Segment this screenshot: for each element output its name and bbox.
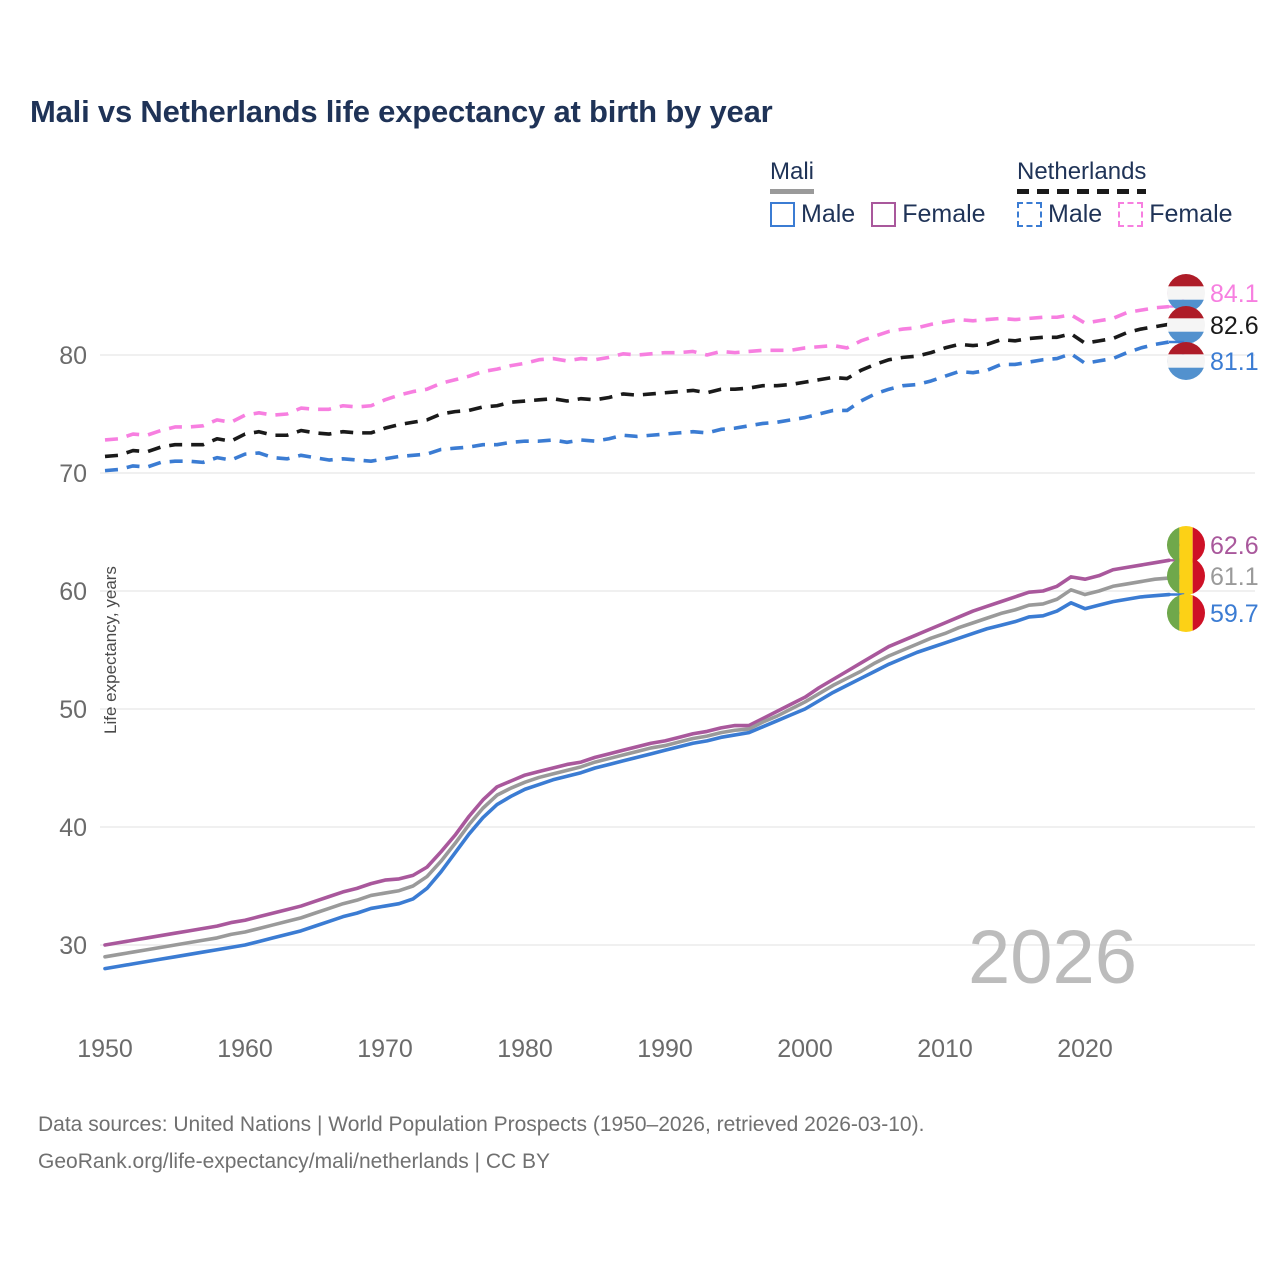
legend-entry-mali-male[interactable]: Male xyxy=(770,200,855,229)
x-tick-label-1990: 1990 xyxy=(637,1035,693,1063)
legend-entry-label: Male xyxy=(1048,200,1103,228)
legend-country-label-mali[interactable]: Mali xyxy=(770,158,815,185)
endpoint-value-mali-female: 62.6 xyxy=(1210,532,1259,560)
footer: Data sources: United Nations | World Pop… xyxy=(38,1106,924,1180)
endpoint-value-mali-male: 59.7 xyxy=(1210,600,1259,628)
line-chart-plot: 30 40 50 60 70 80 1950 1960 1970 1980 1990 2000 2010… xyxy=(59,274,1259,1063)
flag-marker-mali xyxy=(1167,526,1205,564)
y-tick-label-80: 80 xyxy=(59,342,87,370)
y-axis-ticks: 30 40 50 60 70 80 xyxy=(59,342,87,960)
legend-entry-netherlands-female[interactable]: Female xyxy=(1118,200,1233,229)
footer-attribution: GeoRank.org/life-expectancy/mali/netherl… xyxy=(38,1150,551,1173)
y-tick-label-70: 70 xyxy=(59,460,87,488)
legend-entry-mali-female[interactable]: Female xyxy=(871,200,986,229)
y-axis-title: Life expectancy, years xyxy=(101,566,120,734)
gridlines xyxy=(100,354,1255,946)
endpoint-value-netherlands-total: 82.6 xyxy=(1210,312,1259,340)
page-title: Mali vs Netherlands life expectancy at b… xyxy=(30,94,773,129)
legend-rule-mali xyxy=(770,189,815,194)
endpoint-value-netherlands-female: 84.1 xyxy=(1210,280,1259,308)
y-tick-label-60: 60 xyxy=(59,578,87,606)
legend-group-mali: Mali Male Female xyxy=(770,158,986,228)
chart-legend: Mali Male Female Netherlands Male Female xyxy=(754,158,1254,242)
y-tick-label-40: 40 xyxy=(59,814,87,842)
series-line-netherlands-male[interactable] xyxy=(104,340,1170,473)
footer-data-sources: Data sources: United Nations | World Pop… xyxy=(38,1113,925,1136)
series-line-mali-total[interactable] xyxy=(103,576,1171,959)
flag-marker-mali xyxy=(1167,594,1205,632)
y-tick-label-30: 30 xyxy=(59,932,87,960)
flag-marker-netherlands xyxy=(1167,342,1205,380)
x-tick-label-2020: 2020 xyxy=(1057,1035,1113,1063)
x-tick-label-1960: 1960 xyxy=(217,1035,273,1063)
year-watermark: 2026 xyxy=(968,915,1138,1000)
legend-entry-label: Female xyxy=(902,200,986,228)
legend-entries-mali: Male Female xyxy=(770,200,986,229)
endpoint-value-mali-total: 61.1 xyxy=(1210,563,1259,591)
legend-rule-netherlands xyxy=(1017,189,1147,194)
legend-entry-label: Female xyxy=(1149,200,1233,228)
legend-swatch-icon xyxy=(871,202,897,227)
legend-swatch-icon xyxy=(770,202,795,227)
legend-entry-netherlands-male[interactable]: Male xyxy=(1017,200,1102,229)
x-tick-label-2010: 2010 xyxy=(917,1035,973,1063)
legend-group-netherlands: Netherlands Male Female xyxy=(1017,158,1233,228)
endpoint-markers: 84.1 82.6 81.1 62.6 61.1 59.7 xyxy=(1167,274,1259,632)
endpoint-value-netherlands-male: 81.1 xyxy=(1210,348,1259,376)
y-tick-label-50: 50 xyxy=(59,696,87,724)
series-line-mali-female[interactable] xyxy=(103,558,1171,947)
x-tick-label-1970: 1970 xyxy=(357,1035,413,1063)
x-tick-label-2000: 2000 xyxy=(777,1035,833,1063)
flag-marker-netherlands xyxy=(1167,306,1205,344)
legend-entries-netherlands: Male Female xyxy=(1017,200,1233,229)
legend-swatch-icon xyxy=(1017,202,1042,227)
series-line-netherlands-female[interactable] xyxy=(104,304,1170,442)
series-line-mali-male[interactable] xyxy=(103,592,1171,971)
legend-swatch-icon xyxy=(1118,202,1144,227)
x-axis-ticks: 1950 1960 1970 1980 1990 2000 2010 2020 xyxy=(77,1035,1113,1063)
legend-entry-label: Male xyxy=(801,200,856,228)
series-group xyxy=(103,304,1171,971)
x-tick-label-1980: 1980 xyxy=(497,1035,553,1063)
legend-country-label-netherlands[interactable]: Netherlands xyxy=(1017,158,1147,185)
series-line-netherlands-total[interactable] xyxy=(104,322,1170,459)
x-tick-label-1950: 1950 xyxy=(77,1035,133,1063)
flag-marker-mali xyxy=(1167,557,1205,595)
